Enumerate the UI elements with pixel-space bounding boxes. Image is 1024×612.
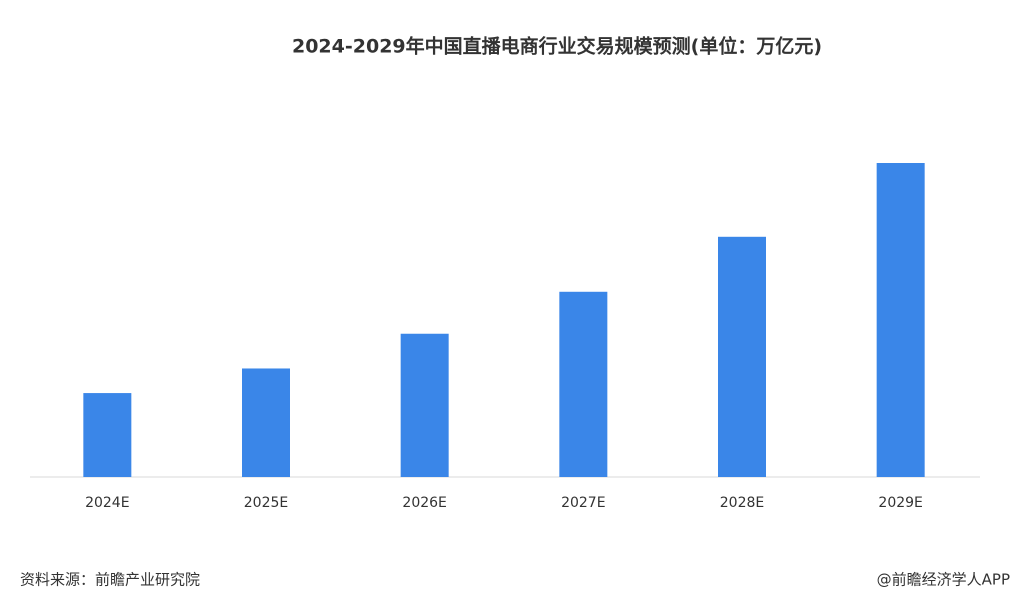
source-note: 资料来源：前瞻产业研究院 [20,571,200,589]
chart-title: 2024-2029年中国直播电商行业交易规模预测(单位：万亿元) [292,35,822,58]
x-tick-label: 2024E [85,495,129,511]
bar [876,163,925,477]
x-tick-label: 2025E [244,495,288,511]
bar [718,236,766,477]
bar [559,291,608,477]
x-tick-label: 2028E [720,495,764,511]
bar [400,333,449,477]
bar [83,393,132,477]
x-tick-label: 2026E [402,495,446,511]
x-tick-label: 2027E [561,495,605,511]
credit: @前瞻经济学人APP [877,571,1010,589]
bar [242,368,290,477]
x-tick-label: 2029E [878,495,922,511]
